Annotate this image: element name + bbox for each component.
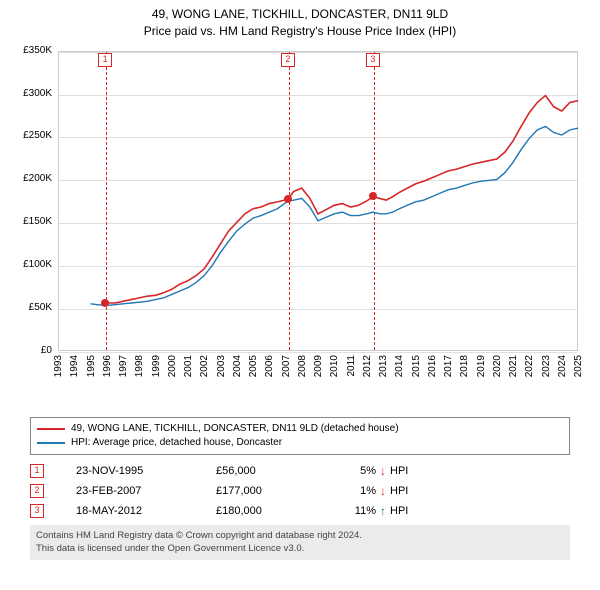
title-line-2: Price paid vs. HM Land Registry's House …	[0, 23, 600, 40]
x-axis-label: 2023	[541, 355, 552, 377]
x-axis-label: 2016	[427, 355, 438, 377]
x-axis-label: 1995	[86, 355, 97, 377]
legend: 49, WONG LANE, TICKHILL, DONCASTER, DN11…	[30, 417, 570, 455]
transaction-rel: HPI	[390, 485, 420, 497]
transaction-rel: HPI	[390, 465, 420, 477]
transaction-pct: 1%	[326, 485, 376, 497]
chart-title-block: 49, WONG LANE, TICKHILL, DONCASTER, DN11…	[0, 0, 600, 43]
marker-dot-1	[101, 299, 109, 307]
x-axis-label: 1998	[134, 355, 145, 377]
transaction-date: 23-FEB-2007	[76, 485, 216, 497]
series-svg	[10, 43, 580, 353]
x-axis-label: 2003	[216, 355, 227, 377]
x-axis-label: 1996	[102, 355, 113, 377]
transaction-table: 123-NOV-1995£56,0005%↓HPI223-FEB-2007£17…	[30, 461, 570, 521]
series-hpi	[91, 126, 579, 305]
transaction-price: £56,000	[216, 465, 326, 477]
transaction-marker-box: 2	[30, 484, 44, 498]
title-line-1: 49, WONG LANE, TICKHILL, DONCASTER, DN11…	[0, 6, 600, 23]
footer-line-1: Contains HM Land Registry data © Crown c…	[36, 530, 564, 543]
marker-dot-2	[284, 195, 292, 203]
transaction-price: £177,000	[216, 485, 326, 497]
footer-attribution: Contains HM Land Registry data © Crown c…	[30, 525, 570, 561]
arrow-icon: ↓	[376, 464, 390, 478]
transaction-pct: 11%	[326, 505, 376, 517]
transaction-row: 2 23-FEB-2007£177,0001%↓HPI	[30, 481, 570, 501]
x-axis-label: 2011	[346, 355, 357, 377]
marker-box-1: 1	[98, 53, 112, 67]
arrow-icon: ↑	[376, 504, 390, 518]
x-axis-label: 2010	[329, 355, 340, 377]
chart-area: £0£50K£100K£150K£200K£250K£300K£350K1993…	[10, 43, 590, 413]
x-axis-label: 2004	[232, 355, 243, 377]
legend-swatch	[37, 428, 65, 430]
legend-label: 49, WONG LANE, TICKHILL, DONCASTER, DN11…	[71, 423, 399, 434]
x-axis-label: 2005	[248, 355, 259, 377]
transaction-pct: 5%	[326, 465, 376, 477]
marker-box-2: 2	[281, 53, 295, 67]
transaction-price: £180,000	[216, 505, 326, 517]
x-axis-label: 2013	[378, 355, 389, 377]
x-axis-label: 2018	[459, 355, 470, 377]
x-axis-label: 1997	[118, 355, 129, 377]
x-axis-label: 2002	[199, 355, 210, 377]
transaction-date: 18-MAY-2012	[76, 505, 216, 517]
x-axis-label: 2012	[362, 355, 373, 377]
transaction-date: 23-NOV-1995	[76, 465, 216, 477]
x-axis-label: 2022	[524, 355, 535, 377]
footer-line-2: This data is licensed under the Open Gov…	[36, 543, 564, 556]
x-axis-label: 2017	[443, 355, 454, 377]
transaction-row: 1 23-NOV-1995£56,0005%↓HPI	[30, 461, 570, 481]
legend-item: 49, WONG LANE, TICKHILL, DONCASTER, DN11…	[37, 422, 563, 436]
marker-dot-3	[369, 192, 377, 200]
marker-box-3: 3	[366, 53, 380, 67]
x-axis-label: 2020	[492, 355, 503, 377]
transaction-marker-box: 3	[30, 504, 44, 518]
legend-label: HPI: Average price, detached house, Donc…	[71, 437, 282, 448]
x-axis-label: 2001	[183, 355, 194, 377]
transaction-marker-box: 1	[30, 464, 44, 478]
legend-item: HPI: Average price, detached house, Donc…	[37, 436, 563, 450]
x-axis-label: 2025	[573, 355, 584, 377]
x-axis-label: 2007	[281, 355, 292, 377]
x-axis-label: 2015	[411, 355, 422, 377]
x-axis-label: 2021	[508, 355, 519, 377]
x-axis-label: 2024	[557, 355, 568, 377]
x-axis-label: 1994	[69, 355, 80, 377]
arrow-icon: ↓	[376, 484, 390, 498]
x-axis-label: 1999	[151, 355, 162, 377]
series-price_paid	[105, 95, 578, 302]
x-axis-label: 2019	[476, 355, 487, 377]
transaction-row: 3 18-MAY-2012£180,00011%↑HPI	[30, 501, 570, 521]
x-axis-label: 2000	[167, 355, 178, 377]
x-axis-label: 2014	[394, 355, 405, 377]
transaction-rel: HPI	[390, 505, 420, 517]
legend-swatch	[37, 442, 65, 444]
x-axis-label: 2009	[313, 355, 324, 377]
x-axis-label: 1993	[53, 355, 64, 377]
x-axis-label: 2006	[264, 355, 275, 377]
x-axis-label: 2008	[297, 355, 308, 377]
